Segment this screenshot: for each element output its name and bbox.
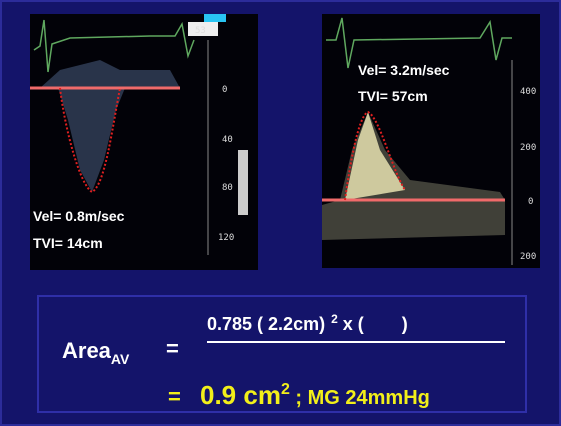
formula-lhs: AreaAV bbox=[62, 338, 130, 367]
numerator-rest: x ( bbox=[338, 314, 364, 334]
velocity-label: Vel= 0.8m/sec bbox=[33, 208, 125, 224]
scale-label: 0 bbox=[528, 197, 533, 207]
numerator-text: 0.785 ( 2.2cm) bbox=[207, 314, 325, 334]
scale-label: 80 bbox=[222, 183, 233, 193]
lhs-text: Area bbox=[62, 338, 112, 363]
right-doppler-image bbox=[322, 14, 540, 268]
scale-label: 200 bbox=[520, 143, 536, 153]
result-rest: ; MG 24mmHg bbox=[290, 387, 430, 409]
numerator: 0.785 ( 2.2cm) 2 x () bbox=[207, 312, 408, 334]
scale-label: 40 bbox=[222, 135, 233, 145]
result-text: 0.9 cm bbox=[200, 380, 281, 410]
lhs-subscript: AV bbox=[111, 351, 130, 367]
scale-label: 120 bbox=[218, 233, 234, 243]
scale-label: 0 bbox=[222, 85, 227, 95]
velocity-label: Vel= 3.2m/sec bbox=[358, 62, 450, 78]
left-doppler-image bbox=[30, 14, 258, 270]
result: 0.9 cm2 ; MG 24mmHg bbox=[200, 380, 430, 410]
scale-label: 400 bbox=[520, 87, 536, 97]
result-superscript: 2 bbox=[281, 381, 290, 398]
tvi-label: TVI= 14cm bbox=[33, 235, 103, 251]
tvi-label: TVI= 57cm bbox=[358, 88, 428, 104]
numerator-close: ) bbox=[402, 314, 408, 334]
result-equals: = bbox=[168, 384, 181, 409]
equals: = bbox=[166, 336, 179, 361]
scale-label: 200 bbox=[520, 252, 536, 262]
formula-box bbox=[37, 295, 527, 413]
numerator-superscript: 2 bbox=[331, 312, 338, 326]
scale-label: 53 bbox=[195, 26, 206, 36]
